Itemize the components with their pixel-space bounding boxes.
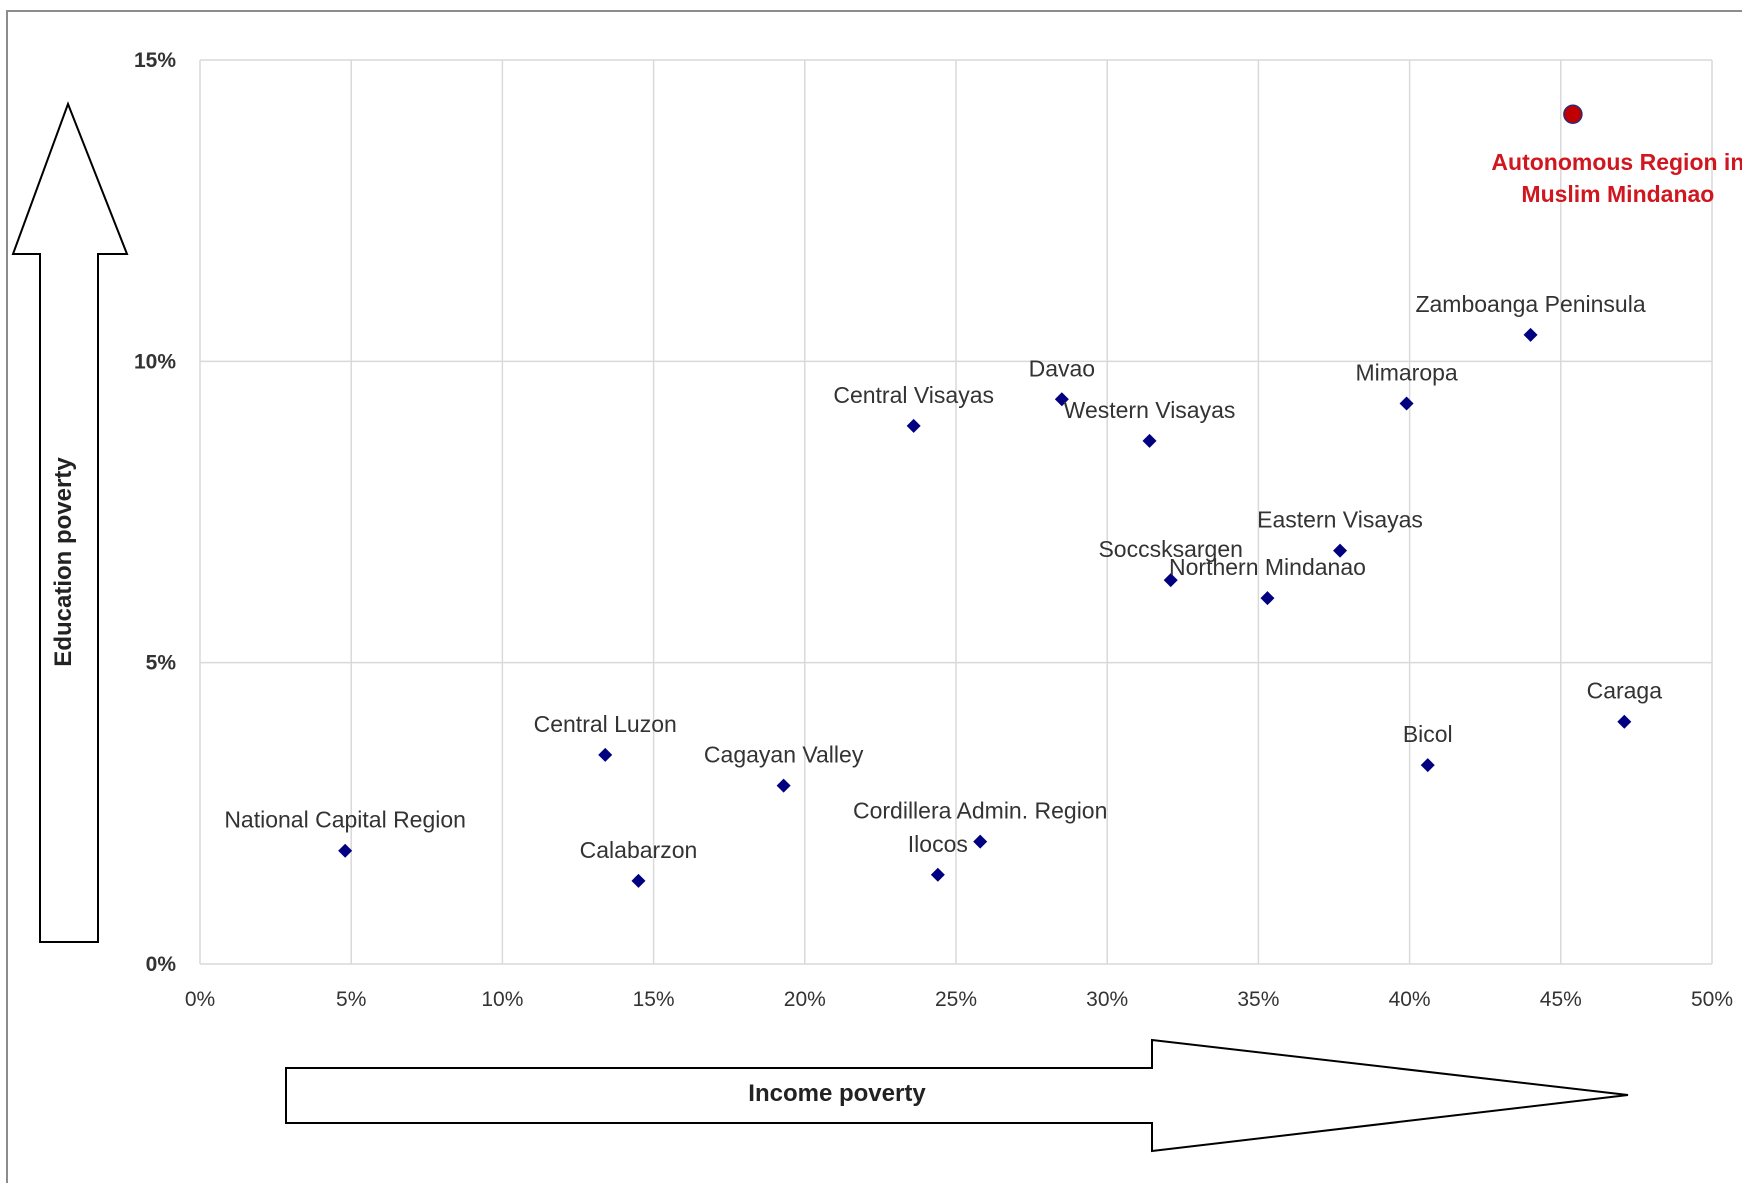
data-points: National Capital Region Central Luzon Cala… <box>224 291 1662 888</box>
data-point-label: Caraga <box>1587 678 1663 704</box>
x-axis-arrow <box>285 1038 1629 1153</box>
x-tick-label: 50% <box>1691 988 1733 1011</box>
data-point-marker <box>1054 392 1069 407</box>
data-point-marker <box>598 747 613 762</box>
x-axis-ticks: 0% 5% 10% 15% 20% 25% 30% 35% 40% 45% 50% <box>185 988 1733 1011</box>
y-tick-label: 15% <box>134 49 176 72</box>
data-point-marker <box>1163 573 1178 588</box>
data-point-marker <box>1142 433 1157 448</box>
data-point-marker <box>1399 396 1414 411</box>
highlight-point-label: Autonomous Region in <box>1491 149 1742 175</box>
y-tick-label: 10% <box>134 350 176 373</box>
y-tick-label: 0% <box>146 953 177 976</box>
data-point-label: Northern Mindanao <box>1169 554 1366 580</box>
data-point-marker <box>1617 714 1632 729</box>
data-point-label: Cordillera Admin. Region <box>853 798 1107 824</box>
data-point-label: Cagayan Valley <box>704 742 864 768</box>
data-point-label: Western Visayas <box>1064 397 1236 423</box>
highlight-point-marker <box>1563 104 1583 124</box>
x-tick-label: 35% <box>1237 988 1279 1011</box>
data-point-label: Ilocos <box>908 831 968 857</box>
data-point-label: Central Luzon <box>534 711 677 737</box>
data-point-marker <box>973 834 988 849</box>
data-point-label: Soccsksargen <box>1098 536 1242 562</box>
data-point-marker <box>631 873 646 888</box>
data-point-marker <box>1260 591 1275 606</box>
data-point-label: Zamboanga Peninsula <box>1415 291 1645 317</box>
data-point-marker <box>906 418 921 433</box>
data-point-marker <box>1420 758 1435 773</box>
data-point-label: Central Visayas <box>833 382 994 408</box>
data-point-label: Eastern Visayas <box>1257 507 1423 533</box>
x-tick-label: 5% <box>336 988 366 1011</box>
data-point-marker <box>930 867 945 882</box>
data-point-label: Davao <box>1029 355 1095 381</box>
x-tick-label: 15% <box>633 988 675 1011</box>
grid-lines <box>199 59 1713 965</box>
x-tick-label: 45% <box>1540 988 1582 1011</box>
y-axis-ticks: 0% 5% 10% 15% <box>134 49 176 976</box>
data-point-marker <box>338 843 353 858</box>
data-point-label: Mimaropa <box>1355 360 1457 386</box>
x-tick-label: 25% <box>935 988 977 1011</box>
x-tick-label: 20% <box>784 988 826 1011</box>
data-point-marker <box>1333 543 1348 558</box>
x-axis-title: Income poverty <box>748 1080 926 1107</box>
data-point-label: Calabarzon <box>580 837 698 863</box>
y-tick-label: 5% <box>146 652 177 675</box>
data-point-label: National Capital Region <box>224 807 466 833</box>
y-axis-arrow <box>11 101 129 943</box>
highlight-point-label: Muslim Mindanao <box>1521 181 1714 207</box>
highlight-point-group: Autonomous Region in Muslim Mindanao <box>1491 104 1742 207</box>
x-tick-label: 0% <box>185 988 215 1011</box>
data-point-label: Bicol <box>1403 721 1453 747</box>
data-point-marker <box>1523 327 1538 342</box>
data-point-marker <box>776 778 791 793</box>
chart-frame <box>6 10 1742 1183</box>
x-tick-label: 30% <box>1086 988 1128 1011</box>
x-tick-label: 40% <box>1389 988 1431 1011</box>
y-axis-title: Education poverty <box>50 457 77 667</box>
x-tick-label: 10% <box>481 988 523 1011</box>
